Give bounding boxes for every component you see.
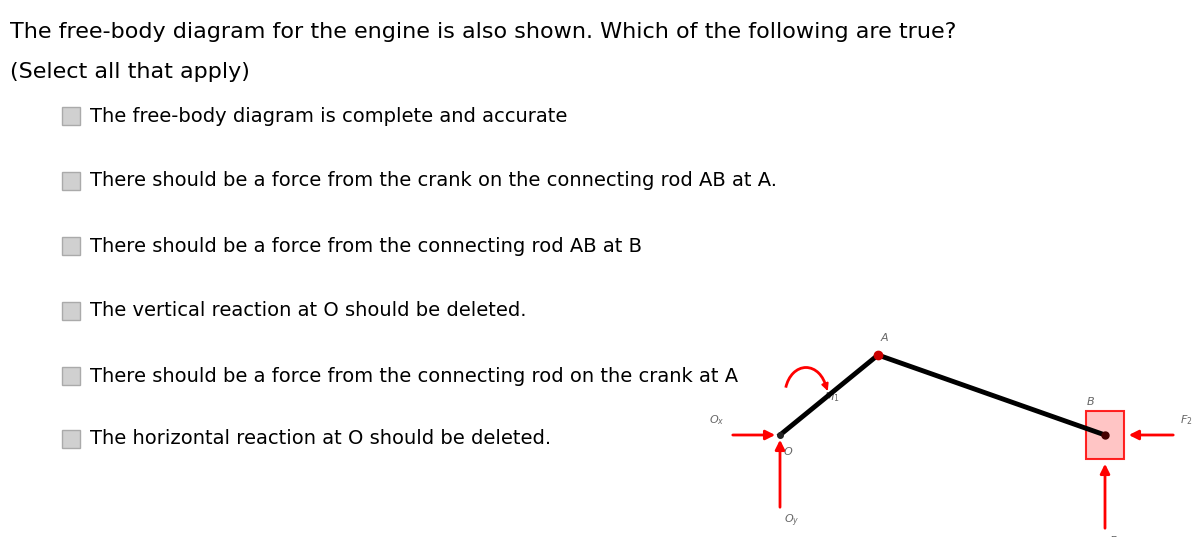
Text: O: O — [784, 447, 793, 457]
Text: $O_y$: $O_y$ — [784, 513, 799, 529]
Bar — [62, 430, 80, 448]
Bar — [62, 237, 80, 255]
Bar — [62, 107, 80, 125]
Text: The horizontal reaction at O should be deleted.: The horizontal reaction at O should be d… — [90, 430, 551, 448]
Text: There should be a force from the connecting rod AB at B: There should be a force from the connect… — [90, 236, 642, 256]
Text: $F_2$: $F_2$ — [1180, 413, 1193, 427]
Bar — [62, 367, 80, 385]
Text: A: A — [881, 333, 889, 343]
Bar — [62, 172, 80, 190]
Text: The free-body diagram is complete and accurate: The free-body diagram is complete and ac… — [90, 106, 568, 126]
Text: There should be a force from the connecting rod on the crank at A: There should be a force from the connect… — [90, 366, 738, 386]
Bar — [1086, 411, 1124, 459]
Text: The vertical reaction at O should be deleted.: The vertical reaction at O should be del… — [90, 301, 527, 321]
Bar — [62, 302, 80, 320]
Text: (Select all that apply): (Select all that apply) — [10, 62, 250, 82]
Text: B: B — [1087, 397, 1094, 407]
Text: $O_x$: $O_x$ — [708, 413, 724, 427]
Text: There should be a force from the crank on the connecting rod AB at A.: There should be a force from the crank o… — [90, 171, 778, 191]
Text: $B_y$: $B_y$ — [1109, 535, 1123, 537]
Text: $M_1$: $M_1$ — [824, 390, 840, 404]
Text: The free-body diagram for the engine is also shown. Which of the following are t: The free-body diagram for the engine is … — [10, 22, 956, 42]
